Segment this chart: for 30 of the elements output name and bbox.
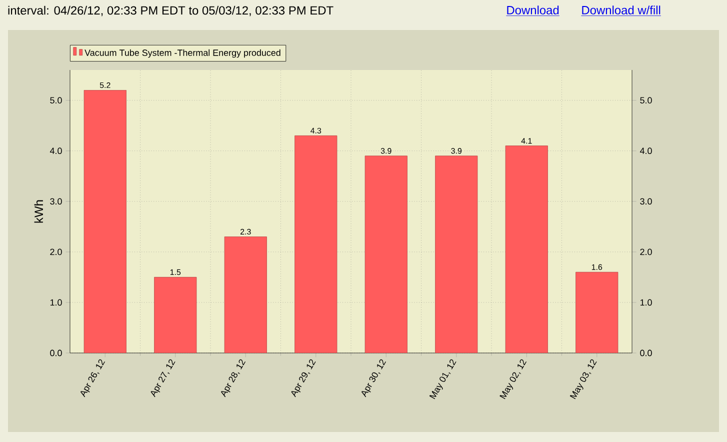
bar bbox=[84, 90, 126, 353]
y2-tick-label: 3.0 bbox=[640, 198, 652, 205]
bar bbox=[435, 156, 478, 353]
y-tick-label: 0.0 bbox=[50, 350, 62, 356]
x-tick-label: Apr 27, 12 bbox=[150, 359, 176, 398]
y2-tick-label: 0.0 bbox=[640, 350, 652, 356]
x-tick-label: Apr 28, 12 bbox=[221, 359, 246, 398]
bar bbox=[154, 276, 197, 353]
y-axis-title: kWh bbox=[34, 200, 43, 223]
text: Download w/fill bbox=[582, 6, 660, 14]
y-tick-label: 5.0 bbox=[50, 97, 62, 104]
y-tick-label: 2.0 bbox=[50, 248, 62, 256]
x-tick-label: Apr 29, 12 bbox=[291, 359, 316, 398]
y2-tick-label: 5.0 bbox=[640, 97, 652, 104]
y2-tick-label: 1.0 bbox=[640, 299, 652, 306]
text: Download bbox=[507, 6, 559, 14]
y-tick-label: 1.0 bbox=[50, 299, 62, 306]
bar bbox=[294, 135, 338, 353]
chart-title: interval: 04/26/12, 02:33 PM EDT to 05/03/12, 02:33 PM EDT bbox=[8, 6, 334, 16]
x-tick-label: Apr 26, 12 bbox=[80, 359, 106, 398]
y2-tick-label: 2.0 bbox=[640, 248, 652, 256]
y-tick-label: 3.0 bbox=[50, 198, 62, 205]
bar bbox=[576, 272, 618, 353]
bar bbox=[364, 156, 408, 353]
y2-tick-label: 4.0 bbox=[640, 148, 652, 154]
bar bbox=[505, 146, 548, 353]
x-tick-label: Apr 30, 12 bbox=[362, 359, 386, 398]
legend-label: Vacuum Tube System -Thermal Energy produced bbox=[84, 49, 280, 58]
y-tick-label: 4.0 bbox=[50, 148, 62, 154]
bar bbox=[224, 236, 267, 353]
